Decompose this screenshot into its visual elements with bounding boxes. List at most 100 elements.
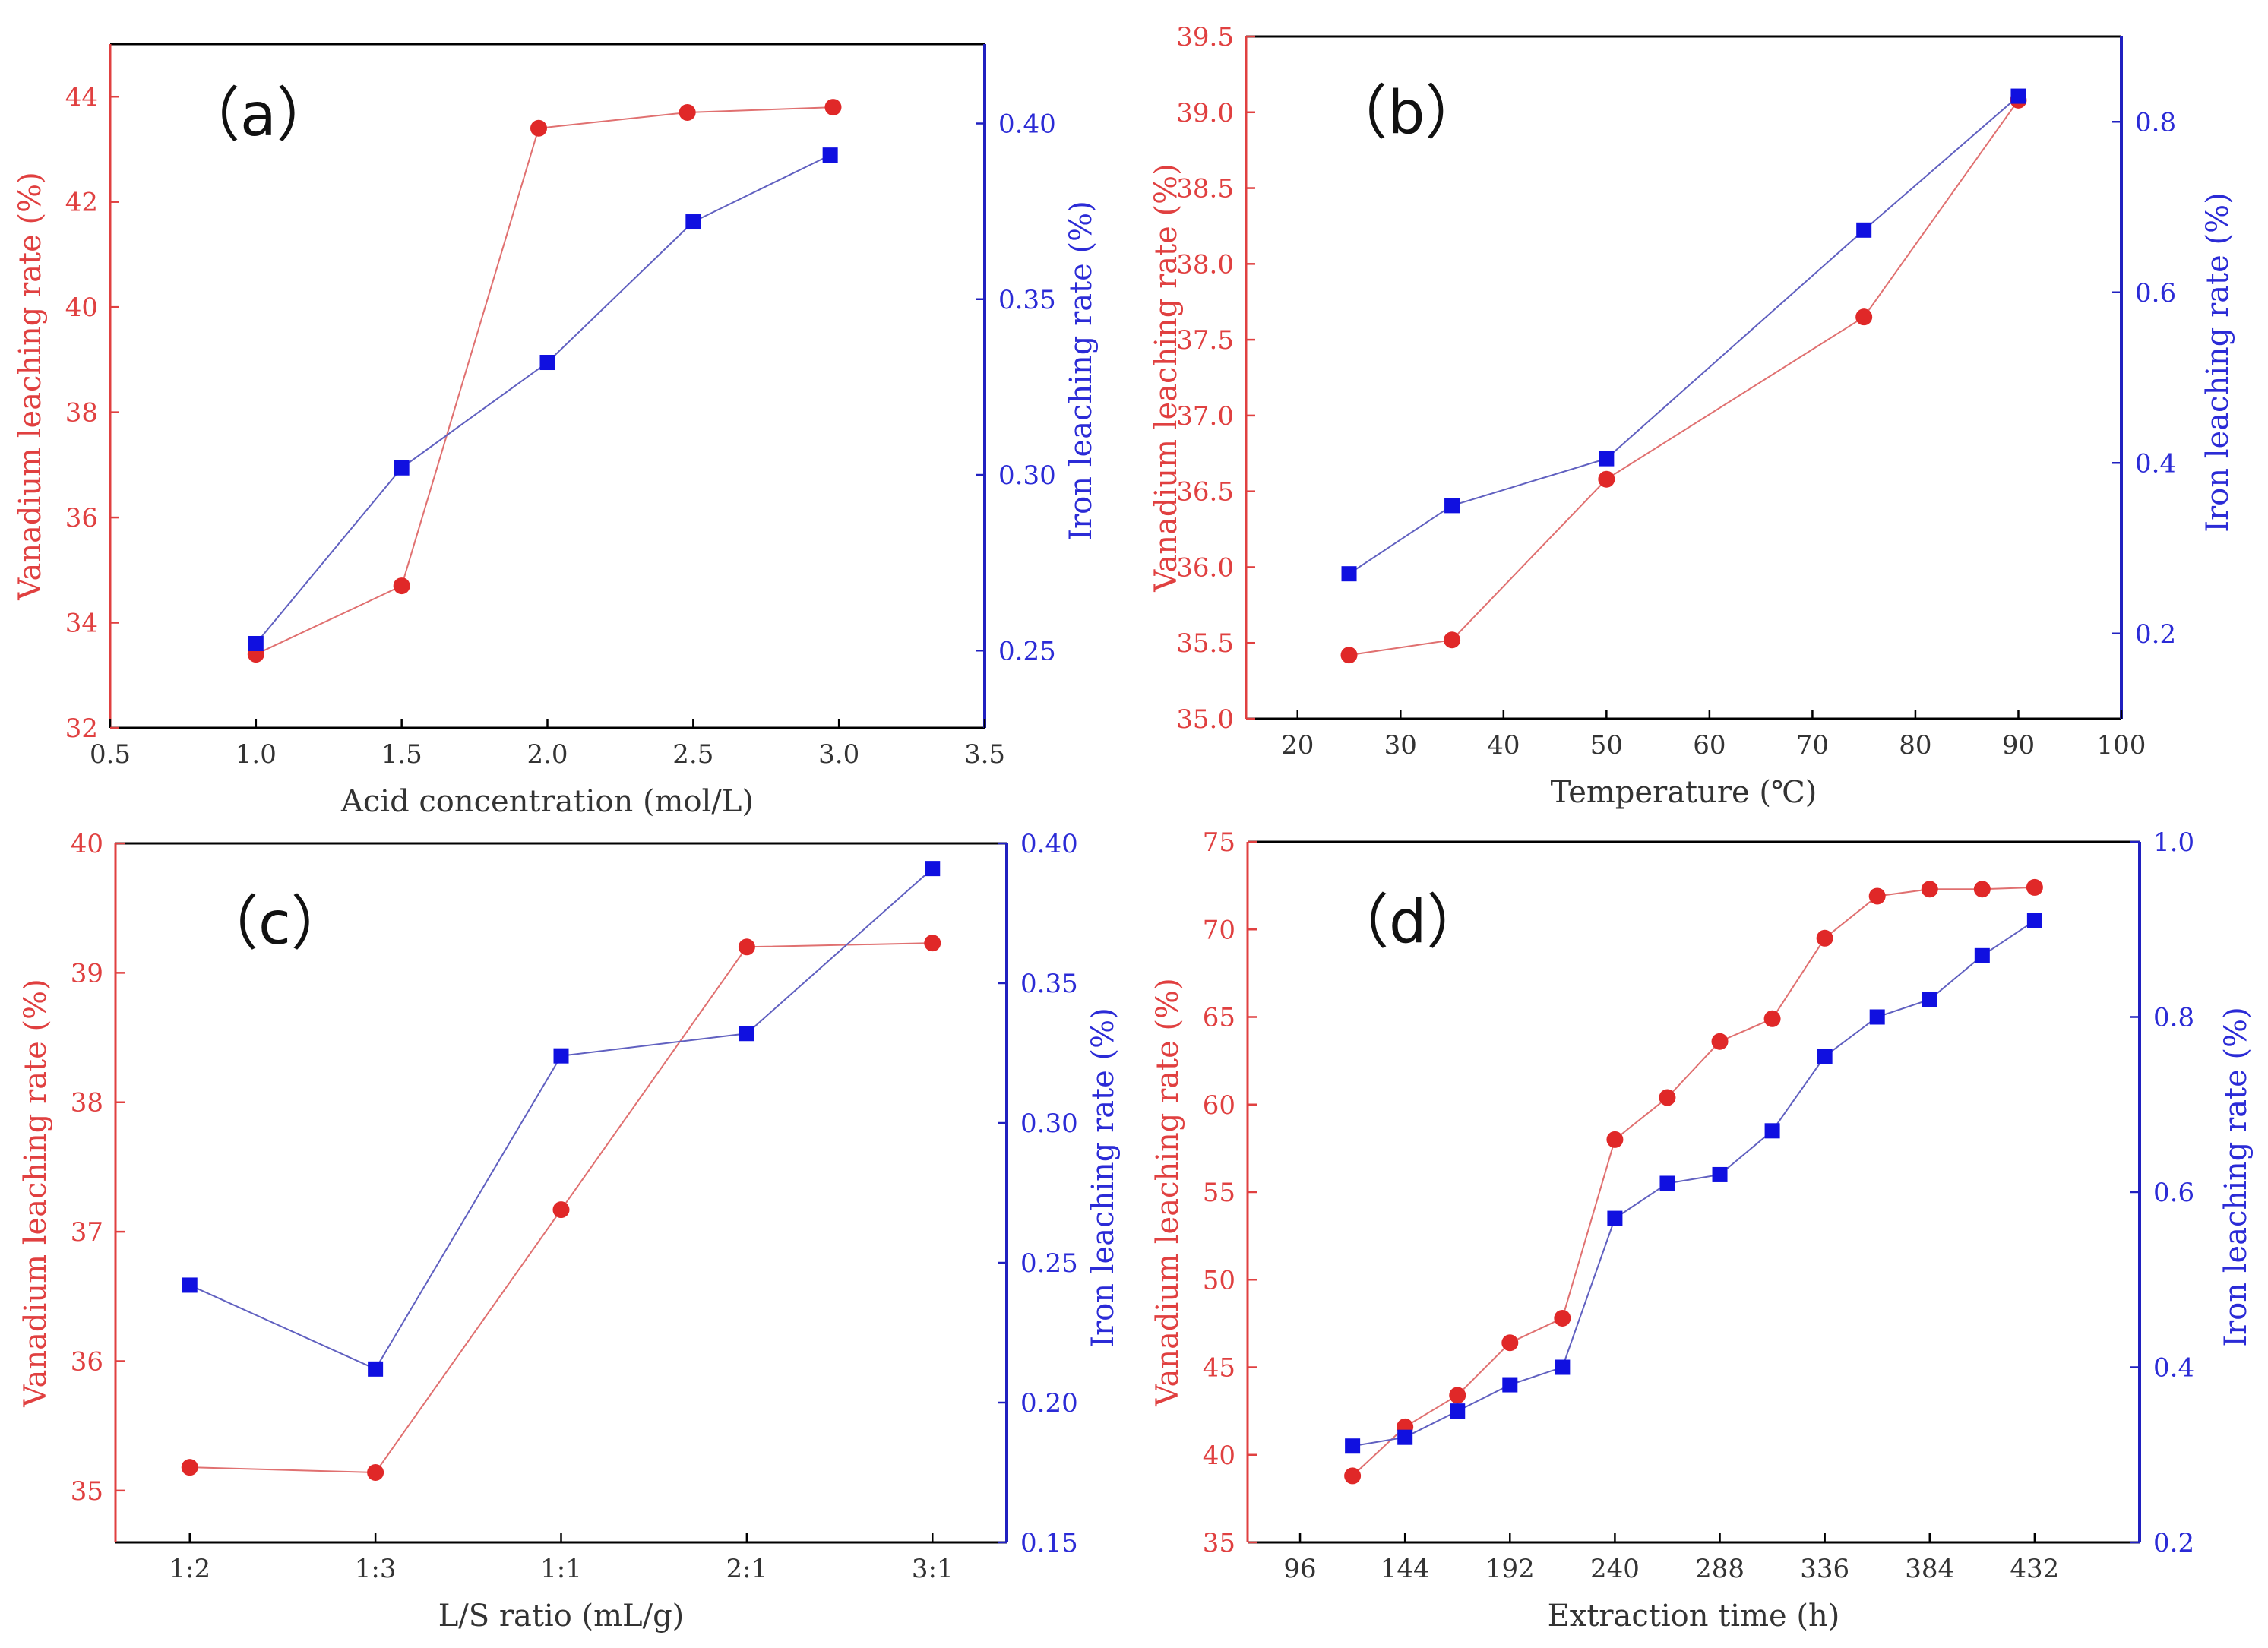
y-right-tick-label: 0.15 bbox=[1020, 1528, 1078, 1558]
y-right-axis-title: Iron leaching rate (%) bbox=[1086, 1007, 1121, 1347]
y-left-tick-label: 36 bbox=[65, 503, 98, 533]
x-axis-title: L/S ratio (mL/g) bbox=[438, 1599, 685, 1634]
iron-data-point bbox=[685, 214, 701, 230]
chart-panel-c: 1:2 1:3 1:1 2:1 3:1 35 36 37 38 39 40 0.15 0.20 0.25 0… bbox=[18, 829, 1121, 1634]
iron-data-point bbox=[368, 1361, 384, 1377]
x-tick-label: 3.0 bbox=[818, 739, 859, 770]
iron-data-point bbox=[1817, 1049, 1833, 1064]
y-left-tick-label: 37 bbox=[71, 1217, 103, 1248]
iron-data-point bbox=[182, 1277, 198, 1293]
y-left-tick-label: 65 bbox=[1203, 1003, 1235, 1033]
y-right-tick-label: 0.30 bbox=[1020, 1109, 1078, 1139]
y-right-tick-label: 0.4 bbox=[2153, 1353, 2194, 1384]
vanadium-data-point bbox=[1444, 631, 1461, 649]
vanadium-data-point bbox=[1973, 881, 1991, 898]
vanadium-series-line bbox=[255, 106, 833, 655]
y-left-tick-label: 36.0 bbox=[1176, 552, 1234, 583]
y-right-axis-title: Iron leaching rate (%) bbox=[2200, 192, 2235, 532]
y-left-tick-label: 39.0 bbox=[1176, 98, 1234, 128]
iron-data-point bbox=[1922, 992, 1937, 1007]
x-tick-label: 2:1 bbox=[726, 1554, 768, 1584]
vanadium-data-point bbox=[1855, 308, 1873, 326]
x-tick-label: 30 bbox=[1384, 730, 1417, 761]
iron-data-point bbox=[1341, 566, 1357, 582]
vanadium-data-point bbox=[1921, 881, 1938, 898]
y-left-axis-title: Vanadium leaching rate (%) bbox=[1150, 978, 1185, 1406]
x-tick-label: 3:1 bbox=[912, 1554, 954, 1584]
y-left-tick-label: 40 bbox=[1203, 1441, 1235, 1471]
y-left-tick-label: 50 bbox=[1203, 1265, 1235, 1295]
vanadium-data-point bbox=[1659, 1089, 1676, 1106]
iron-data-point bbox=[2026, 913, 2042, 928]
y-left-tick-label: 39.5 bbox=[1176, 22, 1234, 52]
iron-data-point bbox=[1555, 1359, 1571, 1375]
iron-data-point bbox=[553, 1048, 569, 1064]
x-tick-label: 90 bbox=[2002, 730, 2035, 761]
x-tick-label: 384 bbox=[1905, 1554, 1954, 1584]
y-left-tick-label: 45 bbox=[1203, 1353, 1235, 1384]
x-tick-label: 336 bbox=[1800, 1554, 1849, 1584]
iron-data-point bbox=[1869, 1009, 1885, 1025]
y-right-tick-label: 0.25 bbox=[998, 636, 1056, 666]
iron-data-point bbox=[1659, 1175, 1675, 1191]
vanadium-data-point bbox=[552, 1201, 570, 1219]
iron-data-point bbox=[1444, 498, 1460, 514]
y-right-axis-title: Iron leaching rate (%) bbox=[1064, 201, 1099, 540]
x-axis-title: Acid concentration (mol/L) bbox=[340, 784, 754, 819]
y-left-tick-label: 32 bbox=[65, 713, 98, 744]
y-right-tick-label: 0.40 bbox=[998, 109, 1056, 140]
vanadium-data-point bbox=[393, 577, 410, 595]
x-tick-label: 288 bbox=[1695, 1554, 1744, 1584]
vanadium-data-point bbox=[679, 104, 696, 121]
iron-data-point bbox=[1450, 1403, 1466, 1419]
iron-data-point bbox=[739, 1026, 754, 1042]
y-right-tick-label: 0.8 bbox=[2153, 1003, 2194, 1033]
y-left-tick-label: 37.5 bbox=[1176, 325, 1234, 356]
x-tick-label: 1:2 bbox=[169, 1554, 210, 1584]
vanadium-data-point bbox=[1868, 887, 1886, 905]
vanadium-data-point bbox=[367, 1464, 384, 1481]
vanadium-data-point bbox=[1340, 647, 1358, 664]
x-tick-label: 432 bbox=[2010, 1554, 2059, 1584]
x-tick-label: 0.5 bbox=[90, 739, 131, 770]
y-left-tick-label: 38.5 bbox=[1176, 174, 1234, 204]
vanadium-data-point bbox=[2026, 878, 2043, 896]
y-left-tick-label: 44 bbox=[65, 82, 98, 112]
panel-label: （c） bbox=[199, 890, 350, 958]
iron-data-point bbox=[248, 636, 264, 652]
y-right-tick-label: 0.4 bbox=[2135, 448, 2176, 479]
y-right-tick-label: 0.35 bbox=[998, 285, 1056, 315]
x-tick-label: 192 bbox=[1485, 1554, 1535, 1584]
x-tick-label: 40 bbox=[1487, 730, 1520, 761]
x-tick-label: 240 bbox=[1590, 1554, 1640, 1584]
y-left-tick-label: 40 bbox=[71, 829, 103, 859]
vanadium-data-point bbox=[1501, 1334, 1519, 1352]
y-left-tick-label: 35 bbox=[71, 1476, 103, 1507]
iron-data-point bbox=[539, 355, 555, 371]
y-left-tick-label: 37.0 bbox=[1176, 401, 1234, 432]
y-left-axis-title: Vanadium leaching rate (%) bbox=[1149, 163, 1184, 592]
panel-label: （d） bbox=[1330, 888, 1486, 957]
x-tick-label: 3.5 bbox=[964, 739, 1005, 770]
iron-data-point bbox=[2010, 88, 2026, 104]
y-left-tick-label: 38 bbox=[65, 398, 98, 429]
x-tick-label: 60 bbox=[1693, 730, 1726, 761]
y-left-tick-label: 55 bbox=[1203, 1178, 1235, 1208]
chart-panel-a: 0.5 1.0 1.5 2.0 2.5 3.0 3.5 32 34 36 38 40 42 44 0.25 0… bbox=[13, 43, 1099, 819]
vanadium-data-point bbox=[1598, 470, 1615, 488]
chart-panel-d: 96 144 192 240 288 336 384 432 35 40 45 50 55 60 65 70 7… bbox=[1150, 827, 2254, 1634]
vanadium-data-point bbox=[1554, 1309, 1571, 1327]
y-left-tick-label: 34 bbox=[65, 609, 98, 639]
y-right-tick-label: 0.40 bbox=[1020, 829, 1078, 859]
y-left-tick-label: 35 bbox=[1203, 1528, 1235, 1558]
iron-data-point bbox=[394, 460, 410, 476]
iron-data-point bbox=[1345, 1438, 1361, 1454]
x-tick-label: 50 bbox=[1590, 730, 1623, 761]
y-left-tick-label: 70 bbox=[1203, 915, 1235, 945]
iron-data-point bbox=[1856, 222, 1872, 238]
y-right-tick-label: 0.20 bbox=[1020, 1388, 1078, 1419]
x-axis-title: Extraction time (h) bbox=[1548, 1599, 1840, 1634]
y-right-tick-label: 0.2 bbox=[2135, 619, 2176, 650]
iron-data-point bbox=[1502, 1377, 1518, 1393]
x-axis-title: Temperature (℃) bbox=[1551, 775, 1817, 810]
